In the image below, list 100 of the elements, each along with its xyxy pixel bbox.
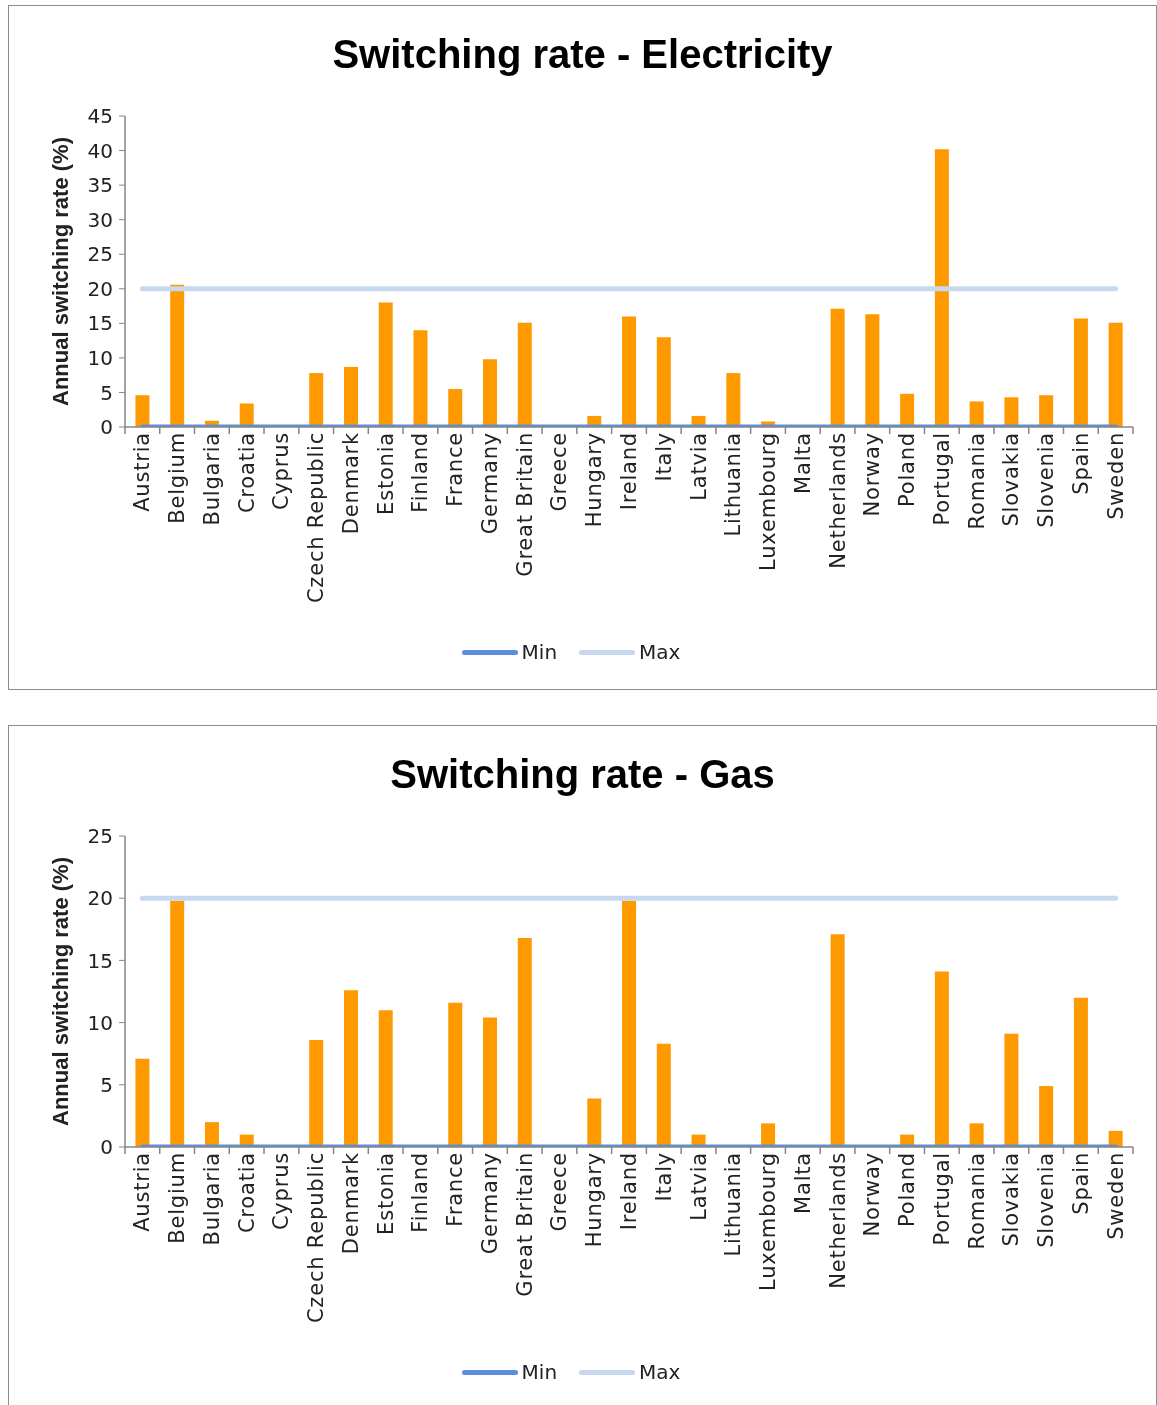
bar (413, 330, 428, 427)
x-tick-label: Italy (651, 432, 676, 482)
x-tick-label: Hungary (582, 432, 607, 528)
x-tick-label: Finland (408, 1152, 433, 1233)
x-tick-label: Denmark (338, 1151, 363, 1255)
chart-title: Switching rate - Gas (389, 751, 776, 798)
y-tick-label: 45 (87, 104, 113, 129)
bar (517, 322, 532, 427)
x-tick-label: Germany (477, 432, 502, 535)
bar (343, 366, 358, 427)
x-tick-label: Czech Republic (304, 432, 329, 604)
x-tick-label: Latvia (686, 432, 711, 501)
x-tick-label: Belgium (165, 1152, 190, 1244)
bar (483, 359, 498, 427)
bar (170, 284, 185, 427)
legend-label: Max (639, 640, 681, 664)
x-tick-label: Czech Republic (304, 1152, 329, 1324)
bar (656, 337, 671, 427)
y-tick-label: 5 (100, 1072, 113, 1097)
y-tick-label: 30 (87, 207, 113, 232)
bar (934, 149, 949, 427)
x-tick-label: Latvia (686, 1152, 711, 1221)
y-axis-title: Annual switching rate (%) (47, 857, 73, 1126)
x-tick-label: Luxembourg (756, 432, 781, 571)
bar (726, 373, 741, 427)
x-tick-label: Portugal (929, 1152, 954, 1246)
y-tick-label: 5 (100, 380, 113, 405)
x-tick-label: Cyprus (269, 432, 294, 511)
x-tick-label: Sweden (1103, 1152, 1128, 1240)
bar (448, 1002, 463, 1147)
y-tick-label: 20 (87, 276, 113, 301)
bar (343, 990, 358, 1147)
x-tick-label: Spain (1068, 432, 1093, 495)
x-tick-label: Slovenia (1034, 1152, 1059, 1248)
bar (448, 388, 463, 427)
x-tick-label: Greece (547, 1152, 572, 1232)
bar (378, 1010, 393, 1147)
x-tick-label: Poland (895, 432, 920, 507)
y-tick-label: 25 (87, 824, 113, 849)
y-tick-label: 20 (87, 886, 113, 911)
bar (969, 1123, 984, 1147)
x-tick-label: Romania (964, 432, 989, 530)
bar (622, 316, 637, 427)
bar (1004, 1033, 1019, 1147)
x-tick-label: Luxembourg (756, 1152, 781, 1291)
y-tick-label: 25 (87, 242, 113, 267)
x-tick-label: Netherlands (825, 1152, 850, 1289)
x-tick-label: Austria (130, 1152, 155, 1232)
x-tick-label: Ireland (617, 432, 641, 511)
x-tick-label: Greece (547, 432, 572, 512)
x-tick-label: Austria (130, 432, 155, 512)
x-tick-label: Hungary (582, 1152, 607, 1248)
x-tick-label: Estonia (373, 1152, 398, 1235)
bar (1108, 322, 1123, 427)
x-tick-label: Norway (860, 432, 885, 517)
bar (1039, 1086, 1054, 1147)
x-tick-label: Estonia (373, 432, 398, 515)
y-tick-label: 15 (87, 311, 113, 336)
bar (622, 900, 637, 1147)
legend-label: Min (521, 1360, 558, 1384)
bar (1004, 397, 1019, 427)
bar (934, 971, 949, 1147)
legend-label: Min (521, 640, 558, 664)
y-tick-label: 35 (87, 173, 113, 198)
bar (483, 1017, 498, 1147)
x-tick-label: Germany (477, 1152, 502, 1255)
y-tick-label: 0 (100, 1135, 113, 1160)
bar (656, 1043, 671, 1147)
x-tick-label: Slovenia (1034, 432, 1059, 528)
x-tick-label: Ireland (617, 1152, 641, 1231)
x-tick-label: Denmark (338, 431, 363, 535)
x-tick-label: Slovakia (999, 1152, 1024, 1247)
x-tick-label: Bulgaria (199, 432, 224, 526)
x-tick-label: Slovakia (999, 432, 1024, 527)
y-tick-label: 10 (87, 345, 113, 370)
y-tick-label: 40 (87, 138, 113, 163)
x-tick-label: Finland (408, 432, 433, 513)
x-tick-label: Italy (651, 1152, 676, 1202)
bar (1039, 395, 1054, 427)
bar (761, 1123, 776, 1147)
bar (1073, 318, 1088, 427)
x-tick-label: Bulgaria (199, 1152, 224, 1246)
y-tick-label: 0 (100, 415, 113, 440)
bar (900, 393, 915, 427)
x-tick-label: Romania (964, 1152, 989, 1250)
x-tick-label: Belgium (165, 432, 190, 524)
x-tick-label: Poland (895, 1152, 920, 1227)
bar (587, 1098, 602, 1147)
x-tick-label: Malta (790, 1152, 815, 1214)
bar (517, 938, 532, 1147)
bar (204, 1122, 219, 1147)
bar (1073, 997, 1088, 1147)
x-tick-label: Croatia (234, 1152, 259, 1234)
chart-title: Switching rate - Electricity (331, 31, 834, 78)
bar (830, 934, 845, 1147)
x-tick-label: Great Britain (512, 1152, 537, 1297)
bar (378, 302, 393, 427)
y-tick-label: 10 (87, 1010, 113, 1035)
x-tick-label: Norway (860, 1152, 885, 1237)
bar (865, 314, 880, 427)
